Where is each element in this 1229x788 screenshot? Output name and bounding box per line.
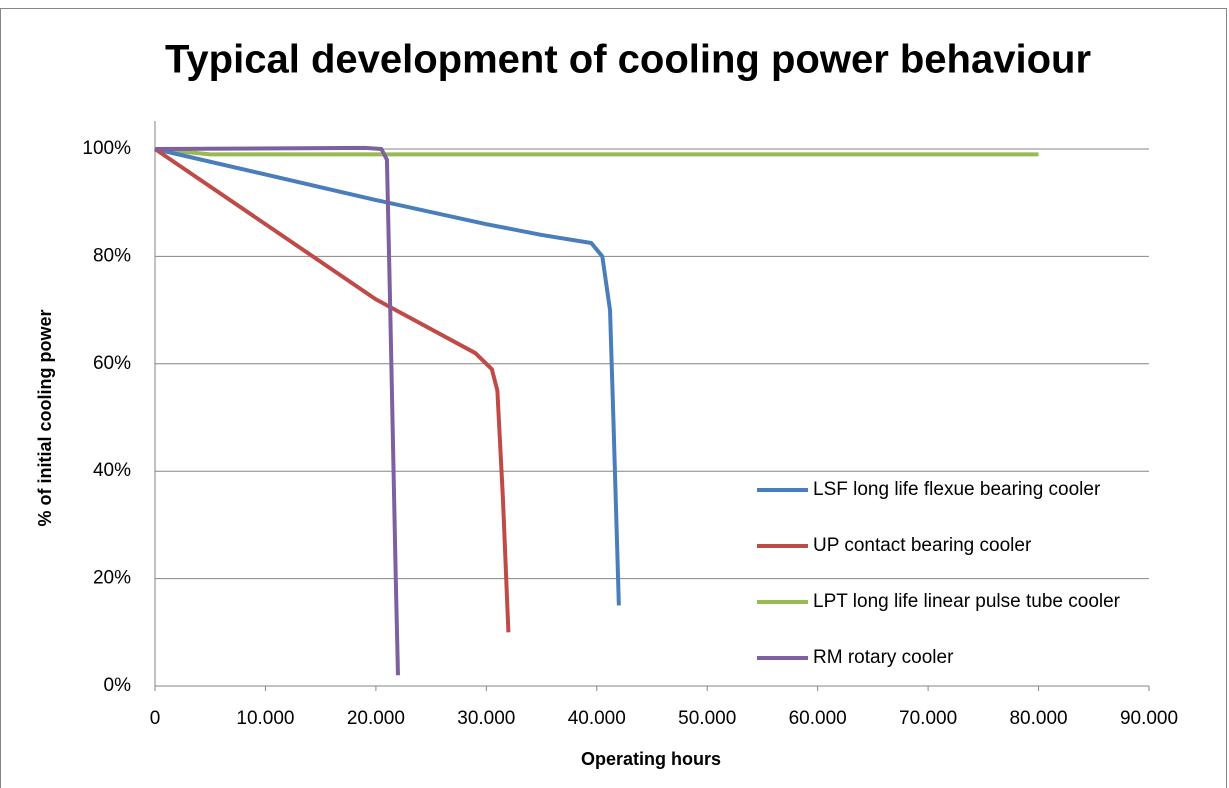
x-tick-label: 60.000 xyxy=(789,708,847,729)
y-tick-label: 20% xyxy=(93,568,131,589)
x-tick-label: 30.000 xyxy=(457,708,515,729)
legend-label: LPT long life linear pulse tube cooler xyxy=(813,591,1121,612)
chart-title: Typical development of cooling power beh… xyxy=(165,38,1091,82)
x-tick-label: 70.000 xyxy=(899,708,957,729)
y-tick-label: 40% xyxy=(93,460,131,481)
legend-label: LSF long life flexue bearing cooler xyxy=(813,479,1101,500)
legend-label: RM rotary cooler xyxy=(813,647,954,668)
y-tick-label: 80% xyxy=(93,245,131,266)
series-line xyxy=(154,147,621,606)
y-tick-label: 100% xyxy=(82,138,131,159)
x-axis-title: Operating hours xyxy=(581,749,721,769)
y-tick-label: 60% xyxy=(93,353,131,374)
x-tick-label: 50.000 xyxy=(678,708,736,729)
x-tick-label: 40.000 xyxy=(568,708,626,729)
y-tick-label: 0% xyxy=(104,675,132,696)
series-line xyxy=(154,145,400,676)
x-tick-label: 90.000 xyxy=(1120,708,1178,729)
x-tick-label: 10.000 xyxy=(236,708,294,729)
series-line xyxy=(153,147,511,633)
y-axis-title: % of initial cooling power xyxy=(35,309,55,526)
x-tick-label: 0 xyxy=(150,708,161,729)
x-tick-label: 20.000 xyxy=(347,708,405,729)
x-tick-label: 80.000 xyxy=(1009,708,1067,729)
legend-label: UP contact bearing cooler xyxy=(813,535,1032,556)
